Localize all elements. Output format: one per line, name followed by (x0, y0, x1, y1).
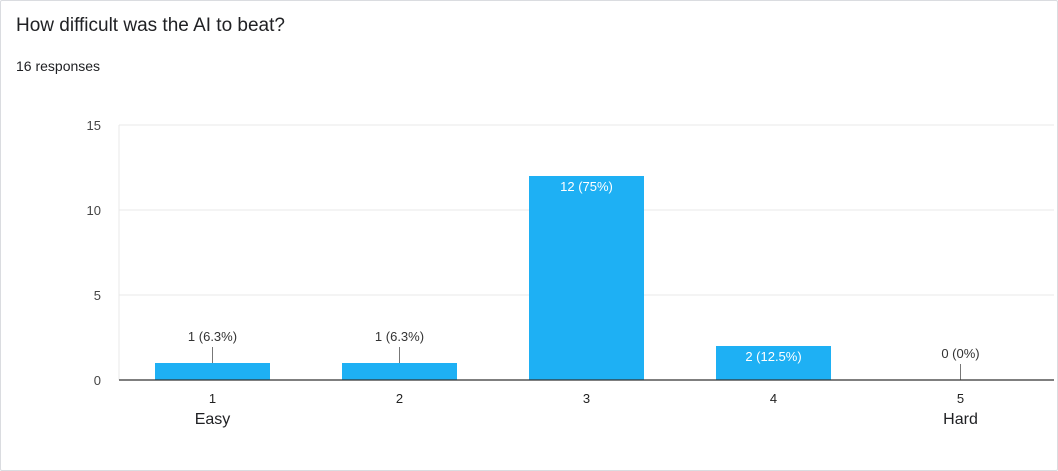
x-tick-label-4: 4 (770, 391, 777, 406)
x-tick-label-3: 3 (583, 391, 590, 406)
bar-2 (342, 363, 457, 380)
y-tick-label-0: 0 (94, 373, 101, 388)
data-label-4: 2 (12.5%) (745, 349, 801, 364)
bar-1 (155, 363, 270, 380)
x-tick-label-5: 5 (957, 391, 964, 406)
data-label-3: 12 (75%) (560, 179, 613, 194)
y-tick-label-15: 15 (87, 118, 101, 133)
data-label-2: 1 (6.3%) (375, 329, 424, 344)
data-label-5: 0 (0%) (941, 346, 979, 361)
y-tick-label-10: 10 (87, 203, 101, 218)
x-sublabel-easy: Easy (195, 411, 231, 428)
x-tick-label-2: 2 (396, 391, 403, 406)
question-title: How difficult was the AI to beat? (16, 15, 285, 36)
bar-4 (716, 346, 831, 380)
x-tick-label-1: 1 (209, 391, 216, 406)
data-label-1: 1 (6.3%) (188, 329, 237, 344)
bar-3 (529, 176, 644, 380)
response-count: 16 responses (16, 58, 101, 74)
y-tick-label-5: 5 (94, 288, 101, 303)
x-sublabel-hard: Hard (943, 411, 978, 428)
